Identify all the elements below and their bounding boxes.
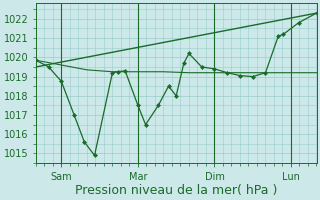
X-axis label: Pression niveau de la mer( hPa ): Pression niveau de la mer( hPa ) [75, 184, 277, 197]
